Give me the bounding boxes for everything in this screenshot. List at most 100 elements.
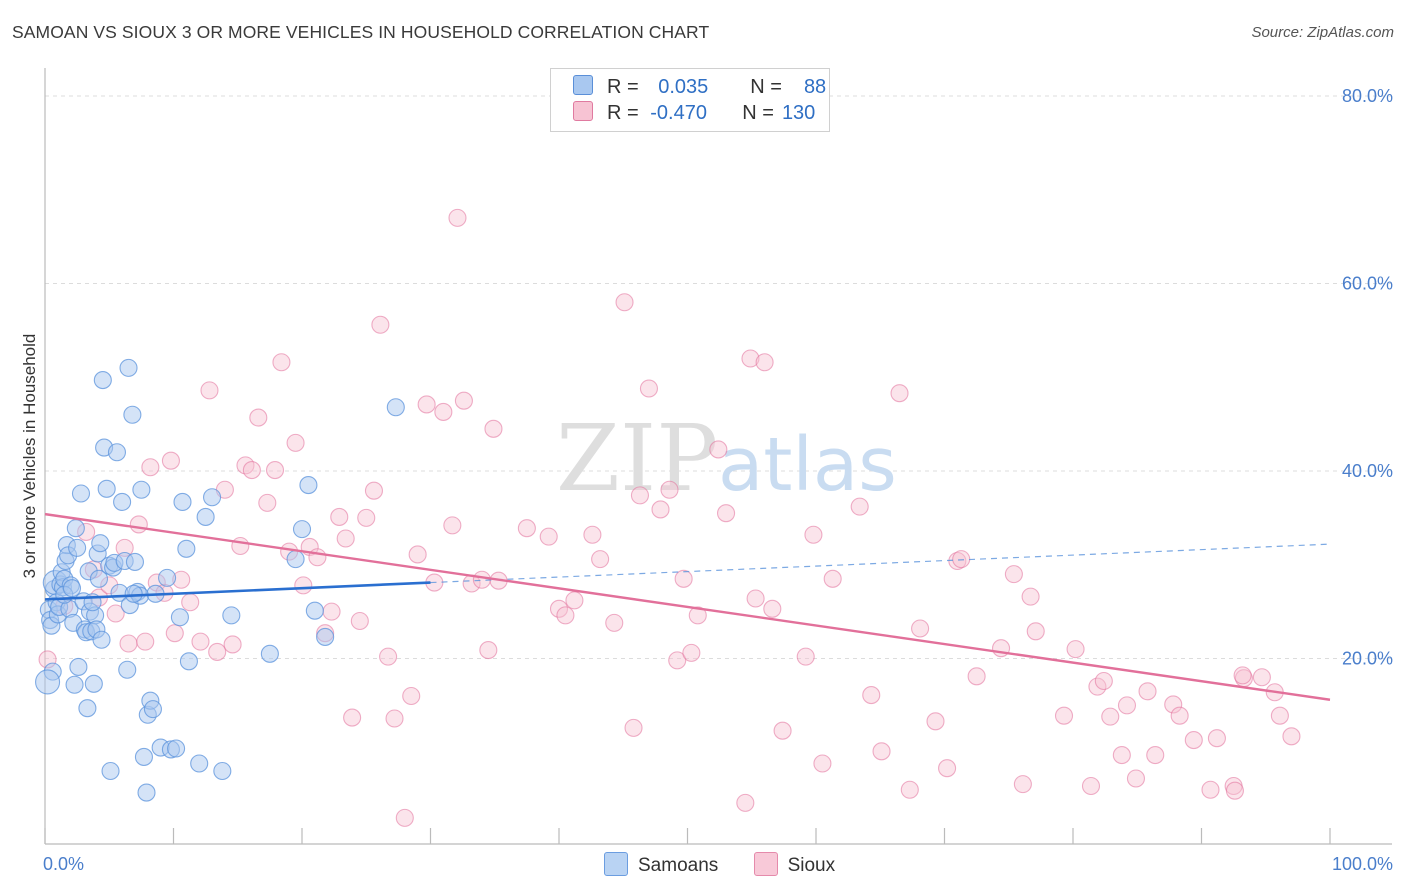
sioux-point <box>911 619 930 638</box>
sioux-point <box>741 349 760 368</box>
samoans-point <box>68 538 87 557</box>
samoans-point <box>173 492 192 511</box>
sioux-point <box>1066 640 1085 659</box>
sioux-point <box>350 611 369 631</box>
samoans-point <box>118 660 137 679</box>
sioux-point <box>249 408 268 427</box>
sioux-point <box>161 451 180 470</box>
sioux-point <box>813 754 832 773</box>
source-label: Source: ZipAtlas.com <box>1251 24 1394 41</box>
sioux-point <box>417 395 436 414</box>
sioux-point <box>804 525 823 544</box>
sioux-point <box>443 516 462 535</box>
sioux-point <box>1026 622 1045 641</box>
y-tick-label: 80.0% <box>1342 86 1393 106</box>
legend-r-label: R = <box>607 76 639 98</box>
samoans-point <box>260 644 279 663</box>
sioux-point <box>402 686 421 706</box>
samoans-point <box>119 358 138 377</box>
samoans-point <box>286 550 305 569</box>
sioux-point <box>322 602 341 621</box>
sioux-point <box>639 379 659 398</box>
sioux-point <box>1117 696 1137 715</box>
x-tick-label-max: 100.0% <box>1332 854 1393 874</box>
sioux-point <box>1164 695 1183 714</box>
sioux-point <box>1004 565 1023 584</box>
sioux-point <box>688 606 707 625</box>
sioux-point <box>651 500 670 519</box>
sioux-point <box>265 461 285 480</box>
sioux-point <box>1270 706 1289 725</box>
sioux-point <box>615 293 634 312</box>
watermark-atlas: atlas <box>718 422 897 508</box>
sioux-point <box>674 569 693 588</box>
samoans-point <box>196 507 215 526</box>
sioux-point <box>850 497 869 516</box>
sioux-point <box>129 515 148 534</box>
legend-row-samoans: R = 0.035 N = 88 <box>573 75 826 101</box>
trend-lines <box>44 512 1331 701</box>
samoans-point <box>292 520 312 539</box>
sioux-point <box>379 647 398 666</box>
samoans-points <box>35 358 405 802</box>
sioux-point <box>236 456 255 475</box>
sioux-point <box>286 433 305 452</box>
sioux-point <box>294 576 313 595</box>
legend-n-value: 88 <box>803 76 827 98</box>
sioux-point <box>926 712 945 731</box>
sioux-point <box>823 569 842 588</box>
sioux-point <box>1146 746 1165 765</box>
sioux-point <box>191 632 210 651</box>
sioux-point <box>385 709 404 728</box>
sioux-point <box>208 642 227 661</box>
sioux-point <box>952 550 971 569</box>
legend-swatch <box>604 852 628 876</box>
sioux-point <box>330 507 349 526</box>
sioux-point <box>872 742 891 761</box>
sioux-point <box>357 508 376 527</box>
sioux-point <box>1138 682 1157 701</box>
sioux-point <box>1101 707 1120 726</box>
sioux-point <box>763 599 782 618</box>
samoans-point <box>170 608 189 627</box>
sioux-point <box>258 493 277 512</box>
samoans-point <box>65 675 84 694</box>
sioux-point <box>682 643 701 662</box>
samoans-point <box>143 700 162 719</box>
samoans-point <box>93 371 112 390</box>
sioux-point <box>272 353 291 372</box>
sioux-point <box>454 391 473 410</box>
sioux-point <box>900 780 919 799</box>
sioux-point <box>1126 769 1146 788</box>
samoans-point <box>177 539 196 558</box>
samoans-point <box>299 476 318 495</box>
samoans-point <box>203 488 222 507</box>
sioux-point <box>549 599 569 618</box>
samoans-point <box>113 492 132 511</box>
watermark-zip: ZIP <box>556 405 718 512</box>
samoans-trend-line <box>44 581 431 601</box>
samoans-point <box>92 630 111 649</box>
sioux-points <box>38 208 1301 827</box>
legend-n-label: N = <box>750 76 782 98</box>
sioux-point <box>308 548 327 567</box>
sioux-point <box>1013 775 1032 794</box>
sioux-point <box>1207 729 1226 748</box>
sioux-point <box>624 718 643 737</box>
sioux-point <box>1170 706 1189 725</box>
samoans-point <box>91 534 110 553</box>
sioux-point <box>223 635 242 654</box>
y-tick-label: 60.0% <box>1342 274 1393 294</box>
samoans-point <box>125 552 144 571</box>
sioux-point <box>1184 731 1203 750</box>
sioux-point <box>200 381 219 400</box>
sioux-point <box>119 634 138 653</box>
samoans-point <box>62 579 82 598</box>
sioux-point <box>395 808 414 827</box>
samoans-point <box>69 657 88 676</box>
sioux-point <box>890 384 909 403</box>
samoans-point <box>158 568 177 587</box>
samoans-point <box>71 484 91 503</box>
sioux-point <box>336 529 355 548</box>
